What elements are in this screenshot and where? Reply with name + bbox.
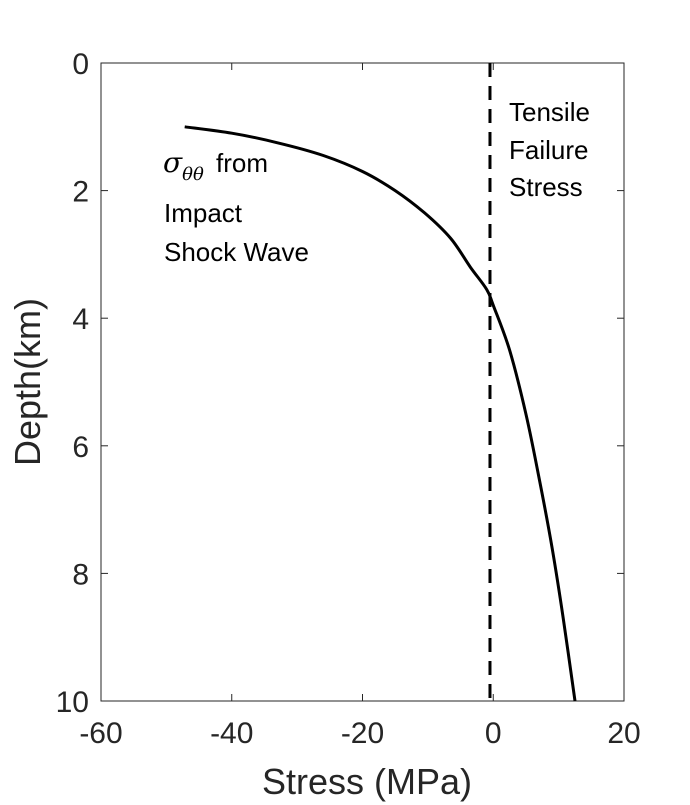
y-tick-label: 10 — [56, 686, 89, 719]
x-tick-label: 20 — [607, 717, 640, 750]
y-tick-label: 8 — [72, 558, 89, 591]
y-tick-label: 4 — [72, 303, 89, 336]
tensile-label-line2: Failure — [509, 135, 588, 165]
plot-area — [100, 62, 625, 702]
stress-curve — [184, 125, 577, 702]
sigma-symbol: σ — [163, 146, 183, 179]
x-tick-label: -40 — [210, 717, 253, 750]
x-tick-label: -60 — [79, 717, 122, 750]
x-axis-title: Stress (MPa) — [262, 761, 472, 802]
x-tick-label: 0 — [485, 717, 502, 750]
tensile-label-line1: Tensile — [509, 97, 590, 127]
y-tick-label: 0 — [72, 48, 89, 81]
sigma-subscript: θθ — [182, 164, 204, 185]
tensile-annotation: Tensile Failure Stress — [509, 97, 590, 202]
x-axis-ticks: -60 -40 -20 0 20 — [79, 63, 641, 750]
curve-label-line1: from — [216, 148, 268, 178]
y-tick-label: 6 — [72, 431, 89, 464]
y-axis-ticks: 0 2 4 6 8 10 — [56, 48, 624, 719]
tensile-label-line3: Stress — [509, 172, 583, 202]
svg-text:σθθ: σθθ — [163, 146, 204, 185]
y-axis-title: Depth(km) — [7, 298, 48, 466]
curve-label-line3: Shock Wave — [164, 237, 309, 267]
curve-label-line2: Impact — [164, 198, 243, 228]
y-tick-label: 2 — [72, 176, 89, 209]
x-tick-label: -20 — [341, 717, 384, 750]
curve-annotation: σθθ from Impact Shock Wave — [163, 146, 309, 267]
